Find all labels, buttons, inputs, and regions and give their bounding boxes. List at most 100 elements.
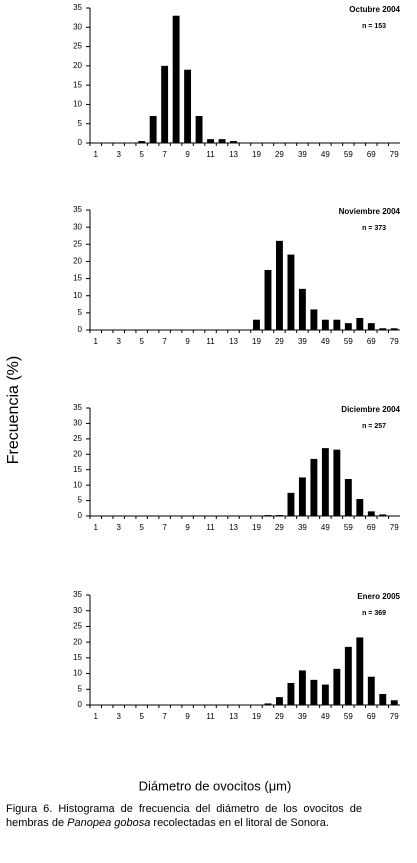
x-tick-label: 9	[185, 523, 190, 532]
bar	[310, 679, 318, 705]
bar	[276, 240, 283, 330]
x-tick-label: 11	[206, 337, 215, 346]
bar	[321, 319, 329, 330]
y-tick-label: 25	[73, 434, 82, 443]
x-tick-label: 19	[252, 712, 261, 721]
caption-species: Panopea gobosa	[67, 817, 151, 829]
y-tick-label: 20	[73, 61, 82, 70]
x-tick-label: 59	[344, 712, 353, 721]
bar	[367, 511, 375, 516]
y-tick-label: 0	[78, 511, 83, 520]
x-tick-label: 79	[390, 712, 399, 721]
x-tick-label: 39	[298, 523, 307, 532]
x-tick-label: 9	[185, 337, 190, 346]
x-axis-label: Diámetro de ovocitos (μm)	[139, 778, 292, 793]
x-tick-label: 59	[344, 150, 353, 159]
panel-title: Enero 2005	[357, 592, 400, 601]
x-tick-label: 69	[367, 150, 376, 159]
x-tick-label: 3	[116, 523, 121, 532]
x-tick-label: 13	[229, 150, 238, 159]
bar	[298, 670, 306, 705]
bar	[344, 646, 352, 705]
bar	[138, 141, 146, 143]
x-tick-label: 19	[252, 150, 261, 159]
x-tick-label: 3	[116, 150, 121, 159]
y-tick-label: 5	[78, 684, 83, 693]
x-tick-label: 13	[229, 337, 238, 346]
x-tick-label: 19	[252, 523, 261, 532]
x-tick-label: 59	[344, 337, 353, 346]
panel-title: Noviembre 2004	[339, 207, 401, 216]
bar	[356, 318, 364, 330]
y-tick-label: 20	[73, 449, 82, 458]
y-tick-label: 10	[73, 291, 82, 300]
x-tick-label: 29	[275, 337, 284, 346]
y-tick-label: 35	[73, 590, 82, 599]
bar	[356, 499, 364, 516]
x-tick-label: 69	[367, 337, 376, 346]
x-tick-label: 59	[344, 523, 353, 532]
x-tick-label: 5	[139, 523, 144, 532]
y-tick-label: 15	[73, 80, 82, 89]
bar	[367, 676, 375, 705]
x-tick-label: 13	[229, 523, 238, 532]
y-tick-label: 35	[73, 205, 82, 214]
caption-text: recolectadas en el litoral de Sonora.	[150, 817, 329, 829]
y-axis-label: Frecuencia (%)	[5, 356, 22, 464]
x-tick-label: 39	[298, 712, 307, 721]
caption: Figura 6. Histograma de frecuencia del d…	[6, 802, 362, 830]
y-tick-label: 20	[73, 257, 82, 266]
sample-size: n = 369	[362, 610, 386, 617]
x-tick-label: 69	[367, 523, 376, 532]
y-tick-label: 10	[73, 480, 82, 489]
x-tick-label: 7	[162, 523, 167, 532]
bar	[230, 141, 237, 143]
y-tick-label: 5	[78, 496, 83, 505]
bar	[390, 328, 398, 330]
x-tick-label: 1	[94, 150, 99, 159]
x-tick-label: 5	[139, 337, 144, 346]
bar	[264, 515, 272, 516]
bar	[287, 492, 295, 516]
bar	[310, 458, 318, 516]
bar	[333, 449, 341, 516]
x-tick-label: 3	[116, 712, 121, 721]
bar	[264, 270, 272, 330]
y-tick-label: 35	[73, 3, 82, 12]
y-tick-label: 30	[73, 419, 82, 428]
y-tick-label: 0	[78, 138, 83, 147]
x-tick-label: 79	[390, 150, 399, 159]
x-tick-label: 1	[94, 337, 99, 346]
x-tick-label: 5	[139, 712, 144, 721]
x-tick-label: 29	[275, 523, 284, 532]
bar	[367, 323, 375, 330]
bar	[344, 478, 352, 516]
x-tick-label: 29	[275, 712, 284, 721]
x-tick-label: 69	[367, 712, 376, 721]
x-tick-label: 7	[162, 150, 167, 159]
y-tick-label: 25	[73, 42, 82, 51]
figure: Frecuencia (%) Diámetro de ovocitos (μm)…	[5, 3, 401, 793]
y-tick-label: 20	[73, 637, 82, 646]
x-tick-label: 39	[298, 337, 307, 346]
bar	[195, 116, 203, 143]
x-tick-label: 49	[321, 523, 330, 532]
bar	[172, 15, 180, 143]
y-tick-label: 15	[73, 465, 82, 474]
bar	[321, 684, 329, 705]
bar	[253, 319, 260, 330]
x-tick-label: 11	[206, 523, 215, 532]
bar	[298, 477, 306, 516]
bar	[321, 448, 329, 516]
y-tick-label: 10	[73, 100, 82, 109]
y-tick-label: 30	[73, 222, 82, 231]
panel-title: Diciembre 2004	[341, 405, 400, 414]
bar	[287, 254, 295, 330]
y-tick-label: 25	[73, 239, 82, 248]
y-tick-label: 5	[78, 308, 83, 317]
x-tick-label: 19	[252, 337, 261, 346]
bar	[207, 139, 214, 143]
y-tick-label: 30	[73, 22, 82, 31]
bar	[298, 288, 306, 330]
bar	[390, 700, 398, 705]
